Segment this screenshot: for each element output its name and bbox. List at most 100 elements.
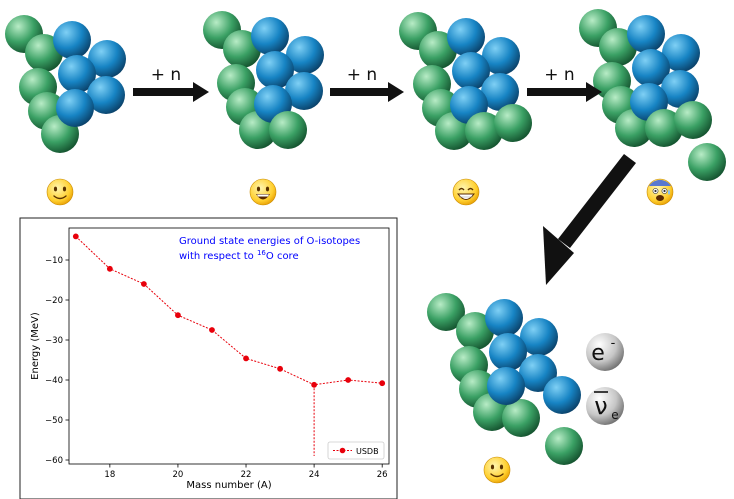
neutron-sphere <box>456 312 494 350</box>
proton-sphere <box>661 70 699 108</box>
slightly-smiling-face-icon <box>46 178 74 206</box>
data-point-A18 <box>106 265 113 272</box>
electron-symbol: e <box>591 341 605 366</box>
anxious-face-icon <box>646 178 674 206</box>
added-neutron-sphere <box>674 101 712 139</box>
energy-chart: 18 20 22 24 26 −10 −20 −30 −40 −50 −60 Ground stat… <box>19 217 398 499</box>
y-tick-label: −10 <box>45 256 63 266</box>
data-point-A25 <box>345 377 352 383</box>
proton-sphere <box>58 55 96 93</box>
nucleus-3 <box>399 12 532 150</box>
grinning-face-icon <box>249 178 277 206</box>
chart-annotation-line1: Ground state energies of O-isotopes <box>179 236 360 247</box>
x-tick-label: 24 <box>309 470 320 480</box>
proton-sphere <box>485 299 523 337</box>
proton-sphere <box>447 18 485 56</box>
arrow-shaft <box>527 88 588 96</box>
proton-sphere <box>256 51 294 89</box>
x-tick-label: 20 <box>173 470 184 480</box>
arrow-head <box>388 82 404 102</box>
proton-sphere <box>632 49 670 87</box>
reaction-arrows: + n + n + n <box>133 65 636 285</box>
y-tick-label: −30 <box>45 336 63 346</box>
proton-sphere <box>662 34 700 72</box>
nuclei-layer <box>5 9 726 465</box>
proton-sphere <box>87 76 125 114</box>
legend-marker <box>339 447 346 454</box>
beta-decay-arrow <box>543 154 636 285</box>
proton-sphere <box>520 318 558 356</box>
arrow-head <box>193 82 209 102</box>
chart-annotation-line2: with respect to 16O core <box>179 249 299 262</box>
proton-sphere <box>286 36 324 74</box>
neutron-capture-arrow-3: + n <box>527 65 602 102</box>
proton-sphere <box>627 15 665 53</box>
proton-sphere <box>489 333 527 371</box>
added-neutron-sphere <box>688 143 726 181</box>
antineutrino-symbol: ν <box>594 392 607 420</box>
added-neutron-sphere <box>494 104 532 142</box>
proton-sphere <box>482 37 520 75</box>
y-tick-label: −20 <box>45 296 63 306</box>
arrow-shaft <box>133 88 195 96</box>
nucleus-decayed <box>427 293 583 465</box>
arrow-shaft <box>330 88 390 96</box>
y-tick-label: −60 <box>45 456 63 466</box>
proton-sphere <box>519 354 557 392</box>
data-point-A20 <box>175 312 181 319</box>
neutron-sphere <box>427 293 465 331</box>
data-point-A23 <box>277 365 283 372</box>
arrow-head <box>586 82 602 102</box>
proton-sphere <box>56 89 94 127</box>
data-point-A22 <box>243 355 249 362</box>
proton-sphere <box>543 376 581 414</box>
proton-sphere <box>452 52 490 90</box>
data-point-A19 <box>140 281 147 287</box>
nucleus-1 <box>5 15 126 153</box>
data-point-A17 <box>72 233 79 240</box>
arrow-head <box>543 226 574 285</box>
x-tick-label: 18 <box>104 470 115 480</box>
proton-sphere <box>487 367 525 405</box>
chart-legend: USDB <box>327 441 385 460</box>
data-point-A26 <box>379 380 386 387</box>
y-axis-label: Energy (MeV) <box>30 312 41 380</box>
step-label: + n <box>347 65 377 85</box>
nucleus-2 <box>203 11 324 149</box>
series-usdb <box>72 233 386 456</box>
proton-sphere <box>53 21 91 59</box>
neutron-sphere <box>545 427 583 465</box>
beaming-face-icon <box>452 178 480 206</box>
proton-sphere <box>88 40 126 78</box>
x-axis-label: Mass number (A) <box>186 480 271 491</box>
neutron-capture-arrow-1: + n <box>133 65 209 102</box>
neutron-sphere <box>502 399 540 437</box>
antineutrino-subscript: e <box>611 408 618 422</box>
x-tick-label: 22 <box>241 470 252 480</box>
x-tick-label: 26 <box>377 470 388 480</box>
step-label: + n <box>544 65 574 85</box>
electron-charge: - <box>611 336 616 351</box>
y-tick-label: −40 <box>45 376 63 386</box>
axis-ticks: 18 20 22 24 26 −10 −20 −30 −40 −50 −60 <box>45 256 388 480</box>
nucleus-4 <box>579 9 726 181</box>
emoji-layer <box>46 178 674 484</box>
electron-particle: e - <box>586 333 624 371</box>
added-neutron-sphere <box>269 111 307 149</box>
neutron-capture-arrow-2: + n <box>330 65 404 102</box>
slightly-smiling-face-icon <box>483 456 511 484</box>
proton-sphere <box>481 73 519 111</box>
added-neutron-sphere <box>465 112 503 150</box>
data-point-A21 <box>209 327 215 333</box>
y-tick-label: −50 <box>45 416 63 426</box>
series-line <box>75 236 383 386</box>
step-label: + n <box>151 65 181 85</box>
added-neutron-sphere <box>645 109 683 147</box>
plot-area <box>68 227 390 465</box>
legend-label: USDB <box>356 447 379 456</box>
proton-sphere <box>285 72 323 110</box>
proton-sphere <box>251 17 289 55</box>
antineutrino-particle: ν e <box>586 387 624 425</box>
data-point-A24 <box>311 381 318 388</box>
